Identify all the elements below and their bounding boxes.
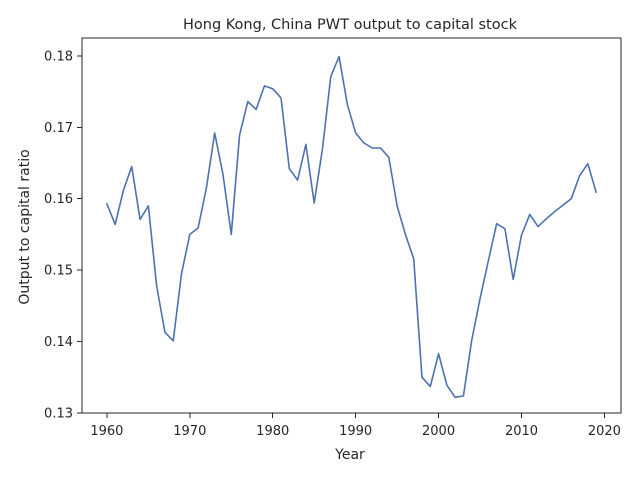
y-tick-label: 0.15 (44, 264, 73, 279)
series-marks (106, 55, 597, 399)
x-tick-label: 1970 (173, 424, 206, 439)
x-tick-label: 2020 (588, 424, 621, 439)
y-tick-label: 0.13 (44, 407, 73, 422)
x-axis-label: Year (334, 447, 365, 463)
y-tick-label: 0.18 (44, 49, 73, 64)
x-tick-label: 2000 (422, 424, 455, 439)
chart-title: Hong Kong, China PWT output to capital s… (183, 17, 518, 33)
x-tick-label: 1990 (339, 424, 372, 439)
y-tick-label: 0.16 (44, 192, 73, 207)
y-tick-label: 0.17 (44, 121, 73, 136)
y-tick-label: 0.14 (44, 335, 73, 350)
y-axis-ticks: 0.13 0.14 0.15 0.16 0.17 0.18 (44, 49, 82, 422)
plot-area: 1960 1970 1980 1990 2000 2010 2020 0.130.140.1… (44, 37, 622, 439)
x-tick-label: 2010 (505, 424, 538, 439)
y-axis-label: Output to capital ratio (17, 149, 33, 304)
series-line (106, 55, 597, 399)
x-axis-ticks: 1960 1970 1980 1990 2000 2010 2020 (90, 413, 621, 439)
x-tick-label: 1980 (256, 424, 289, 439)
axes-frame (81, 37, 622, 414)
x-tick-label: 1960 (90, 424, 123, 439)
